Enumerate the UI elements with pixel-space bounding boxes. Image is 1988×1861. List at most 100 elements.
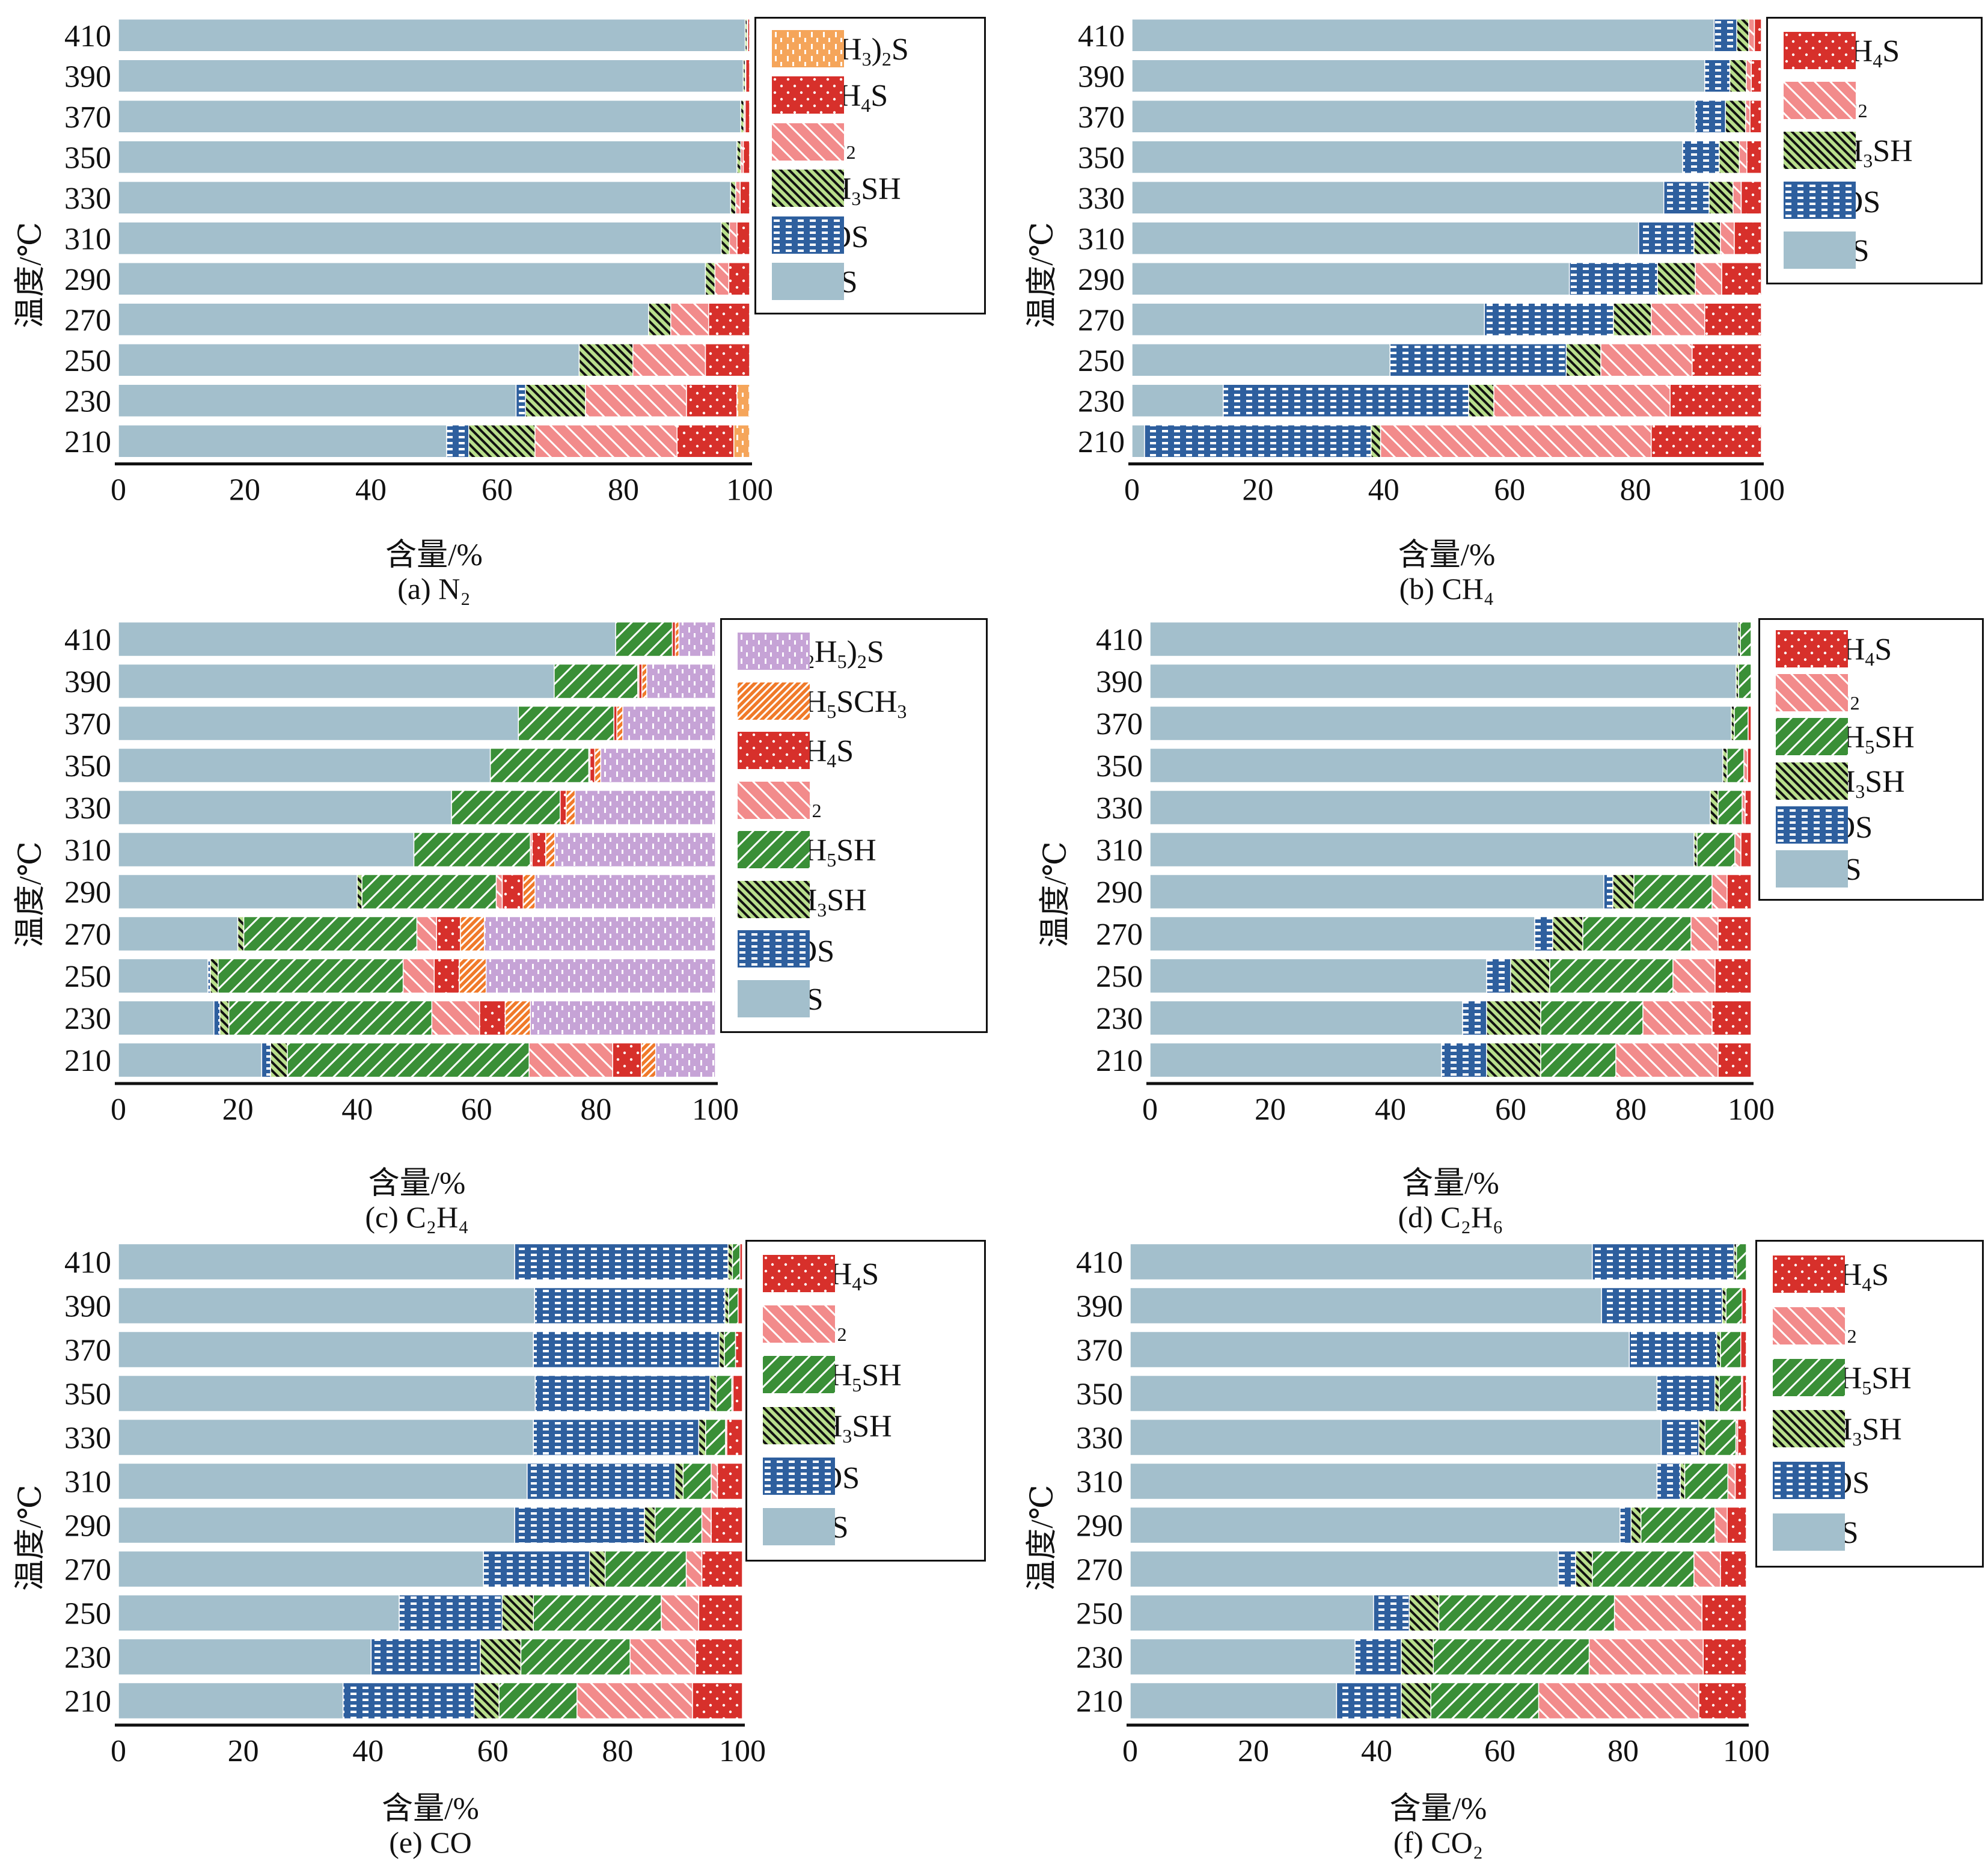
bar-segment-h2s-330 — [1131, 181, 1665, 215]
y-tick-label: 250 — [64, 960, 111, 994]
bar-segment-cos-210 — [1336, 1682, 1402, 1720]
bar-segment-h2s-390 — [118, 1287, 536, 1325]
bar-segment-ch3sh-210 — [468, 425, 536, 458]
bar-segment-h2s-350 — [1131, 140, 1683, 174]
x-tick-label: 80 — [1607, 1734, 1639, 1768]
y-tick-label: 390 — [1096, 665, 1143, 699]
bar-segment-cos-290 — [514, 1506, 645, 1544]
bar-segment-c4h4s-350 — [732, 1375, 743, 1412]
bar-segment-c2h5sh-290 — [654, 1506, 703, 1544]
legend-item: H2S — [1773, 1513, 1858, 1556]
panel-caption: (f) CO₂ — [1393, 1826, 1484, 1859]
bar-segment-c4h4s-330 — [1737, 1418, 1747, 1456]
bar-segment-ch3sh-250 — [578, 343, 634, 377]
y-tick-label: 270 — [1096, 918, 1143, 952]
legend-item: C4H4S — [772, 76, 888, 118]
bar-segment-h2s-290 — [1130, 1506, 1621, 1544]
legend-swatch — [738, 880, 810, 918]
legend-swatch — [1773, 1513, 1845, 1551]
chart-panel-c2h4: 210 230 250 270 290 310 330 350 370 390 410 0 20 40 60… — [0, 613, 992, 1234]
bar-segment-c2h5sh-290 — [361, 874, 497, 910]
bar-segment-c4h4s-250 — [1701, 1594, 1747, 1632]
bar-segment-cs2-230 — [1588, 1638, 1704, 1676]
legend-swatch — [772, 123, 844, 161]
bar-segment-c4h4s-230 — [1702, 1638, 1747, 1676]
y-tick-label: 250 — [64, 344, 111, 378]
legend-swatch — [1776, 762, 1848, 800]
legend-swatch — [763, 1507, 835, 1545]
bar-segment-ch3sh-330 — [1698, 1418, 1706, 1456]
bar-segment-c4h4s-310 — [736, 221, 750, 255]
legend-swatch — [1784, 81, 1856, 119]
bar-segment-h2s-250 — [118, 343, 580, 377]
bar-segment-c2h5sh-390 — [1725, 1287, 1743, 1325]
y-tick-label: 230 — [64, 384, 111, 418]
y-tick-label: 370 — [64, 1334, 111, 1368]
bar-segment-ch3sh-350 — [709, 1375, 717, 1412]
legend-swatch — [1784, 231, 1856, 269]
bar-segment-c2h52s-290 — [534, 874, 716, 910]
bar-segment-c4h4s-230 — [1669, 384, 1762, 417]
bar-segment-cos-410 — [1713, 19, 1737, 52]
bar-segment-cos-250 — [1373, 1594, 1410, 1632]
bar-segment-h2s-250 — [1130, 1594, 1374, 1632]
y-tick-label: 290 — [64, 875, 111, 910]
bar-segment-c4h4s-210 — [1698, 1682, 1747, 1720]
panel-caption: (c) C₂H₄ — [365, 1200, 469, 1234]
bar-segment-cs2-210 — [1380, 425, 1652, 458]
bar-segment-c4h4s-390 — [745, 59, 750, 93]
legend-item: H2S — [772, 263, 857, 305]
bar-segment-cos-290 — [1568, 262, 1658, 296]
bar-segment-ch3sh-410 — [1736, 19, 1749, 52]
bar-segment-ch3sh-270 — [589, 1550, 606, 1588]
legend-item: CS2 — [1773, 1307, 1857, 1349]
bar-segment-cs2-310 — [1734, 832, 1742, 868]
y-tick-label: 290 — [1078, 263, 1125, 297]
bar-segment-c2h5sh-370 — [518, 705, 614, 741]
bar-segment-c4h4s-270 — [1717, 916, 1752, 952]
bar-segment-c4h4s-270 — [701, 1550, 743, 1588]
bar-segment-cos-270 — [1484, 302, 1614, 336]
bar-segment-h2s-350 — [118, 1375, 536, 1412]
bar-segment-cs2-210 — [1538, 1682, 1699, 1720]
x-tick-label: 0 — [111, 1734, 126, 1768]
bar-segment-cos-390 — [534, 1287, 726, 1325]
bar-segment-ch3sh-250 — [1408, 1594, 1440, 1632]
bar-segment-ch3sh-250 — [210, 958, 219, 994]
chart-svg: 210 230 250 270 290 310 330 350 370 390 410 0 20 40 60… — [64, 621, 739, 1127]
chart-panel-ch4: 210 230 250 270 290 310 330 350 370 390 410 0 20 40 60… — [1016, 0, 1988, 613]
bar-segment-cos-250 — [1486, 958, 1511, 994]
x-tick-label: 20 — [229, 473, 260, 507]
bar-segment-cos-230 — [1223, 384, 1469, 417]
bar-segment-ch3sh-230 — [1468, 384, 1494, 417]
panel-caption: (a) N₂ — [397, 572, 471, 606]
bar-segment-c2h5sch3-390 — [641, 663, 647, 699]
chart-svg: 210 230 250 270 290 310 330 350 370 390 410 0 20 40 60… — [1078, 19, 1785, 507]
bar-segment-ch32s-210 — [733, 425, 750, 458]
y-tick-label: 410 — [1078, 19, 1125, 54]
bar-segment-ch3sh-370 — [1716, 1331, 1721, 1369]
x-axis-label: 含量/% — [368, 1167, 466, 1201]
bar-segment-cos-290 — [1603, 874, 1613, 910]
bar-segment-c4h4s-310 — [1740, 832, 1752, 868]
bar-segment-ch3sh-250 — [1510, 958, 1550, 994]
bar-segment-cs2-350 — [1739, 140, 1748, 174]
bar-segment-h2s-310 — [1131, 221, 1639, 255]
bar-segment-ch3sh-290 — [1612, 874, 1635, 910]
bar-segment-ch3sh-370 — [740, 100, 745, 133]
legend-item: C4H4S — [1776, 630, 1892, 672]
bar-segment-c4h4s-290 — [1727, 874, 1752, 910]
chart-panel-n2: 210 230 250 270 290 310 330 350 370 390 410 0 20 40 60… — [0, 0, 992, 613]
x-tick-label: 40 — [1368, 473, 1399, 507]
bar-segment-h2s-410 — [1149, 621, 1739, 657]
bar-segment-cos-330 — [1660, 1418, 1699, 1456]
bar-segment-c2h5sh-230 — [520, 1638, 631, 1676]
legend-swatch — [738, 831, 810, 869]
bar-segment-c4h4s-330 — [1745, 789, 1752, 826]
y-axis-label: 温度/℃ — [1025, 222, 1060, 328]
bar-segment-ch3sh-330 — [698, 1418, 706, 1456]
bar-segment-c2h52s-390 — [646, 663, 716, 699]
bar-segment-cos-230 — [515, 384, 526, 417]
legend-item: CH3SH — [1776, 762, 1905, 805]
legend-swatch — [1773, 1462, 1845, 1500]
